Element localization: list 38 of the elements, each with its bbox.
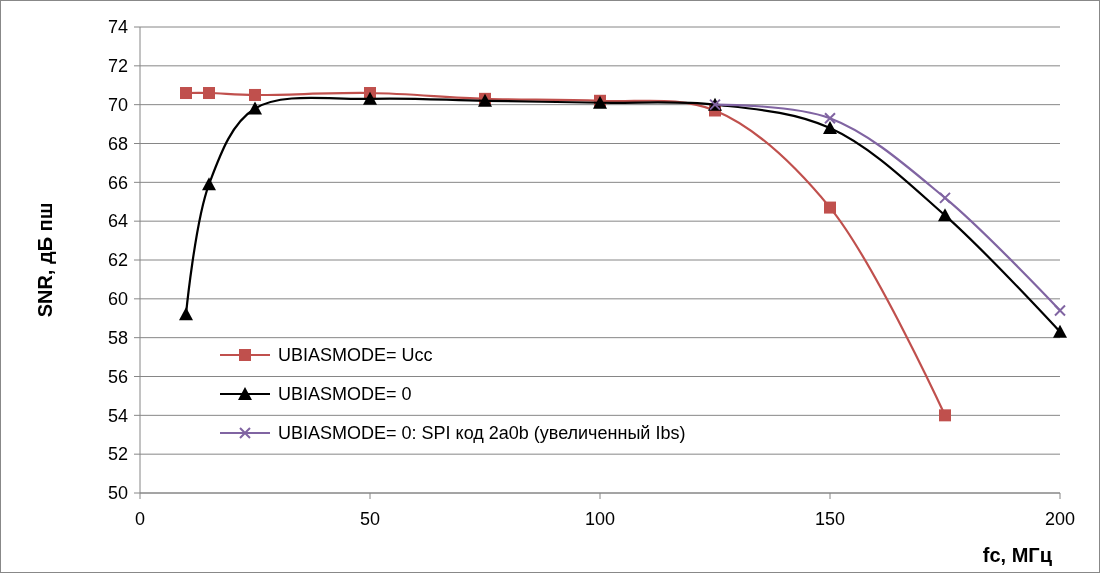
x-tick-label: 50 [359,509,381,529]
legend-label: UBIASMODE= Ucc [278,345,433,366]
x-tick-label: 0 [134,509,146,529]
y-tick-label: 54 [107,405,128,426]
x-tick-label: 100 [584,509,616,529]
legend-label: UBIASMODE= 0: SPI код 2a0b (увеличенный Ibs) [278,423,686,444]
point [363,91,377,105]
y-tick-label: 58 [107,327,128,348]
point [824,201,836,214]
point [179,307,193,321]
point [202,177,216,191]
y-tick-label: 60 [107,289,128,310]
x-tick-label: 150 [814,509,846,529]
y-tick-label: 52 [107,444,128,465]
legend-label: UBIASMODE= 0 [278,384,412,405]
y-tick-label: 64 [107,211,128,232]
y-axis-title: SNR, дБ пш [34,202,56,318]
point [203,87,215,100]
point [824,112,836,125]
point [939,191,951,204]
x-axis-title: fc, МГц [982,544,1053,566]
point [180,87,192,100]
y-tick-label: 50 [107,483,128,504]
point [1054,304,1066,317]
point [938,208,952,222]
y-tick-label: 66 [107,172,128,193]
y-tick-label: 62 [107,250,128,271]
y-tick-label: 56 [107,366,128,387]
y-tick-label: 74 [107,17,128,38]
point [248,101,262,115]
point [1053,324,1067,338]
point [939,409,951,422]
point [823,120,837,134]
point [249,88,261,101]
y-tick-label: 70 [107,94,128,115]
y-tick-label: 72 [107,56,128,77]
x-tick-label: 200 [1044,509,1076,529]
y-tick-label: 68 [107,133,128,154]
